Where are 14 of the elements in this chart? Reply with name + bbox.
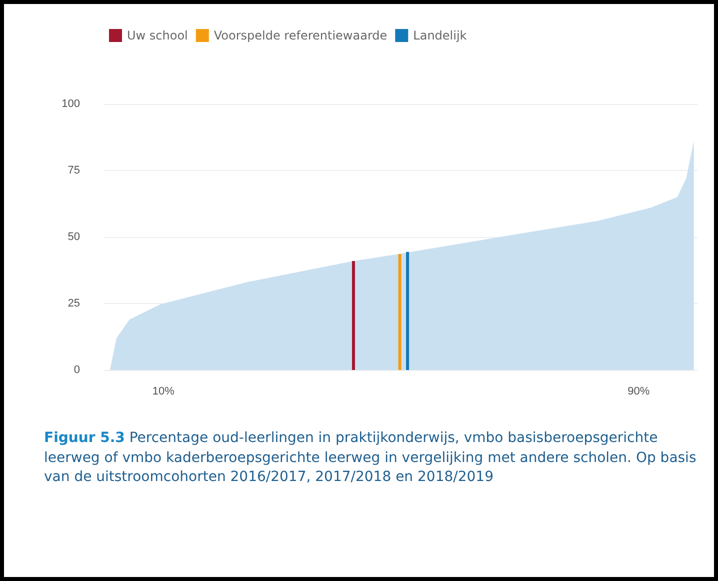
legend-label: Landelijk bbox=[413, 28, 467, 42]
y-tick-label: 25 bbox=[68, 298, 80, 310]
bar bbox=[406, 252, 410, 370]
y-tick-label: 75 bbox=[68, 164, 80, 176]
x-tick-label: 10% bbox=[152, 386, 175, 398]
legend-label: Voorspelde referentiewaarde bbox=[214, 28, 388, 42]
y-tick-label: 0 bbox=[74, 364, 80, 376]
bar bbox=[398, 254, 402, 370]
x-tick-label: 90% bbox=[628, 386, 650, 398]
y-tick-label: 50 bbox=[68, 231, 80, 243]
y-tick-label: 100 bbox=[62, 98, 80, 110]
bar bbox=[352, 260, 355, 370]
legend-label: Uw school bbox=[127, 28, 188, 42]
text: Figuur 5.3 Percentage oud-leerlingen in praktijkonderwijs, vmbo basisberoepsgerichte leerweg of vmbo kaderberoepsgerichte leerweg in vergelijking met andere scholen. Op basis van de uitstroomcohorten 2016/2017, 2017/2018 en 2018/2019 bbox=[44, 429, 698, 488]
